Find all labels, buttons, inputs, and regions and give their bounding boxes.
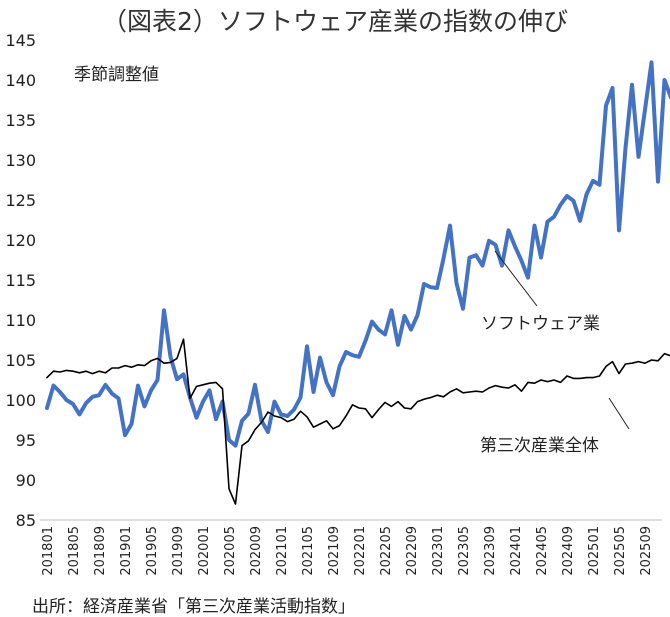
x-tick-label: 201905 [145,526,160,576]
x-tick-label: 202001 [197,526,212,576]
seasonal-adjustment-note: 季節調整値 [74,65,159,85]
y-tick-label: 120 [5,231,36,250]
x-tick-label: 201901 [119,526,134,576]
y-tick-label: 85 [16,511,36,530]
x-tick-label: 202101 [275,526,290,576]
x-tick-label: 202405 [535,526,550,576]
x-tick-label: 202501 [587,526,602,576]
chart-title: （図表2）ソフトウェア産業の指数の伸び [102,7,568,36]
source-note: 出所：経済産業省「第三次産業活動指数」 [32,597,355,617]
x-tick-label: 202209 [405,526,420,576]
series-label-software: ソフトウェア業 [481,314,600,334]
y-tick-label: 100 [5,391,36,410]
y-tick-label: 135 [5,111,36,130]
x-tick-label: 201805 [67,526,82,576]
x-tick-label: 201801 [41,526,56,576]
x-tick-label: 202509 [639,526,654,576]
y-tick-label: 130 [5,151,36,170]
y-tick-label: 140 [5,71,36,90]
y-tick-label: 145 [5,31,36,50]
x-tick-label: 202309 [483,526,498,576]
y-tick-label: 105 [5,351,36,370]
x-tick-label: 202401 [509,526,524,576]
y-tick-label: 90 [16,471,36,490]
x-tick-label: 202201 [353,526,368,576]
x-tick-label: 202105 [301,526,316,576]
series-label-tertiary: 第三次産業全体 [480,436,599,456]
x-tick-label: 202409 [561,526,576,576]
x-tick-label: 202205 [379,526,394,576]
y-tick-label: 95 [16,431,36,450]
y-tick-label: 125 [5,191,36,210]
x-tick-label: 202305 [457,526,472,576]
x-tick-label: 202009 [249,526,264,576]
series-lines [45,60,670,505]
x-tick-label: 202301 [431,526,446,576]
software-series-line [45,60,670,448]
x-tick-label: 201909 [171,526,186,576]
x-tick-label: 202505 [613,526,628,576]
callout-lines [494,250,630,430]
x-tick-label: 202005 [223,526,238,576]
tick-labels: 85 90 95 100 105 110 115 120 125 130 135 140 145 2018… [5,31,654,576]
tertiary-series-line [46,338,670,505]
x-tick-label: 201809 [93,526,108,576]
y-tick-label: 110 [5,311,36,330]
y-tick-label: 115 [5,271,36,290]
x-tick-label: 202109 [327,526,342,576]
software-callout-line [494,250,538,307]
tertiary-callout-line [608,397,630,430]
